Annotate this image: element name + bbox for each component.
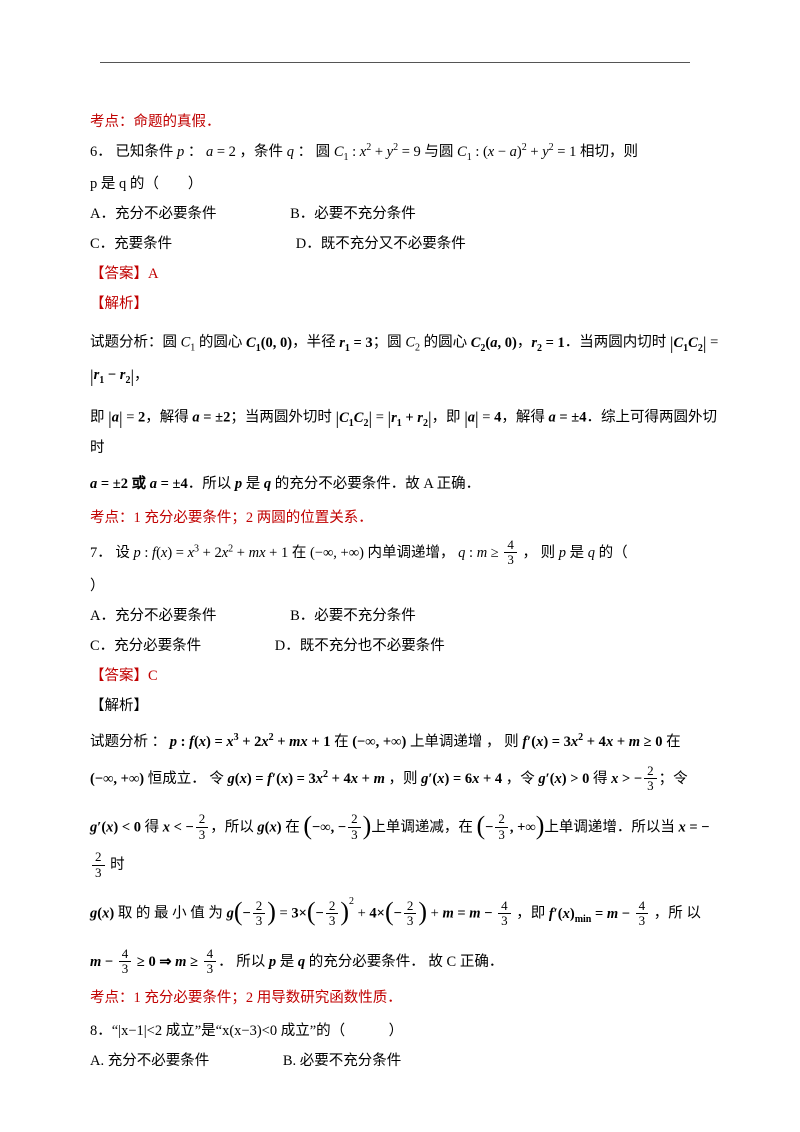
q7-ana-4: g(x) 取 的 最 小 值 为 g(−23) = 3×(−23)2 + 4×(…: [90, 891, 720, 938]
frac-4-3-d: 43: [119, 947, 132, 977]
frac-4-3-c: 43: [636, 899, 649, 929]
q6-ana-3: a = ±2 或 a = ±4．所以 p 是 q 的充分不必要条件．故 A 正确…: [90, 471, 720, 497]
q6-jiexi: 【解析】: [90, 291, 720, 317]
frac-4-3-b: 43: [498, 899, 511, 929]
q7-optC: C．充分必要条件: [90, 638, 201, 654]
q6-optA: A．充分不必要条件: [90, 206, 216, 222]
q8-text: “|x−1|<2 成立”是“x(x−3)<0 成立”的（ ）: [112, 1023, 403, 1039]
q7-opts-ab: A．充分不必要条件 B．必要不充分条件: [90, 603, 720, 629]
kaodian-1: 考点：命题的真假．: [90, 109, 720, 135]
q6-optC: C．充要条件: [90, 236, 172, 252]
q6-opts-ab: A．充分不必要条件 B．必要不充分条件: [90, 201, 720, 227]
top-rule: [100, 62, 690, 63]
q6-text-a: 已知条件 p ： a = 2 ，条件 q ： 圆 C1 : x2 + y2 = …: [115, 144, 638, 160]
q6-num: 6．: [90, 144, 112, 160]
q6-stem-1: 6． 已知条件 p ： a = 2 ，条件 q ： 圆 C1 : x2 + y2…: [90, 139, 720, 167]
q8-optA: A. 充分不必要条件: [90, 1053, 209, 1069]
q7-stem-1: 7． 设 p : f(x) = x3 + 2x2 + mx + 1 在 (−∞,…: [90, 539, 720, 569]
frac-2-3-h: 23: [404, 899, 417, 929]
q8-opts: A. 充分不必要条件 B. 必要不充分条件: [90, 1048, 720, 1074]
q6-stem-2: p 是 q 的（ ）: [90, 171, 720, 197]
frac-2-3-e: 23: [92, 850, 105, 880]
q8-num: 8．: [90, 1023, 112, 1039]
q7-ana-5: m − 43 ≥ 0 ⇒ m ≥ 43． 所以 p 是 q 的充分必要条件． 故…: [90, 948, 720, 978]
q6-answer: 【答案】A: [90, 261, 720, 287]
q7-ana-3: g′(x) < 0 得 x < −23，所以 g(x) 在 (−∞, −23)上…: [90, 805, 720, 881]
q7-optA: A．充分不必要条件: [90, 608, 216, 624]
frac-4-3-e: 43: [204, 947, 217, 977]
q7-ana-1: 试题分析 ： p : f(x) = x3 + 2x2 + mx + 1 在 (−…: [90, 729, 720, 755]
q7-jiexi: 【解析】: [90, 693, 720, 719]
q7-num: 7．: [90, 545, 112, 561]
frac-4-3: 43: [504, 538, 517, 568]
q6-kaodian: 考点：1 充分必要条件；2 两圆的位置关系．: [90, 505, 720, 531]
content: 考点：命题的真假． 6． 已知条件 p ： a = 2 ，条件 q ： 圆 C1…: [90, 60, 720, 1074]
q6-opts-cd: C．充要条件 D．既不充分又不必要条件: [90, 231, 720, 257]
q6-ana-2: 即 |a| = 2，解得 a = ±2；当两圆外切时 |C1C2| = |r1 …: [90, 402, 720, 460]
frac-2-3-d: 23: [495, 812, 508, 842]
q7-opts-cd: C．充分必要条件 D．既不充分也不必要条件: [90, 633, 720, 659]
q8-optB: B. 必要不充分条件: [283, 1053, 401, 1069]
q7-stem-2: ）: [90, 573, 720, 599]
frac-2-3-b: 23: [196, 812, 209, 842]
page: 考点：命题的真假． 6． 已知条件 p ： a = 2 ，条件 q ： 圆 C1…: [0, 0, 800, 1132]
frac-2-3-a: 23: [644, 764, 657, 794]
q7-ana-2: (−∞, +∞) 恒成立． 令 g(x) = f′(x) = 3x2 + 4x …: [90, 765, 720, 795]
q7-answer: 【答案】C: [90, 663, 720, 689]
frac-2-3-f: 23: [253, 899, 266, 929]
q7-optD: D．既不充分也不必要条件: [275, 638, 445, 654]
q7-optB: B．必要不充分条件: [290, 608, 416, 624]
frac-2-3-c: 23: [348, 812, 361, 842]
q8-stem: 8．“|x−1|<2 成立”是“x(x−3)<0 成立”的（ ）: [90, 1018, 720, 1044]
frac-2-3-g: 23: [326, 899, 339, 929]
q6-optD: D．既不充分又不必要条件: [296, 236, 466, 252]
q6-optB: B．必要不充分条件: [290, 206, 416, 222]
q6-ana-1: 试题分析：圆 C1 的圆心 C1(0, 0)，半径 r1 = 3；圆 C2 的圆…: [90, 327, 720, 392]
q7-kaodian: 考点：1 充分必要条件；2 用导数研究函数性质．: [90, 985, 720, 1011]
